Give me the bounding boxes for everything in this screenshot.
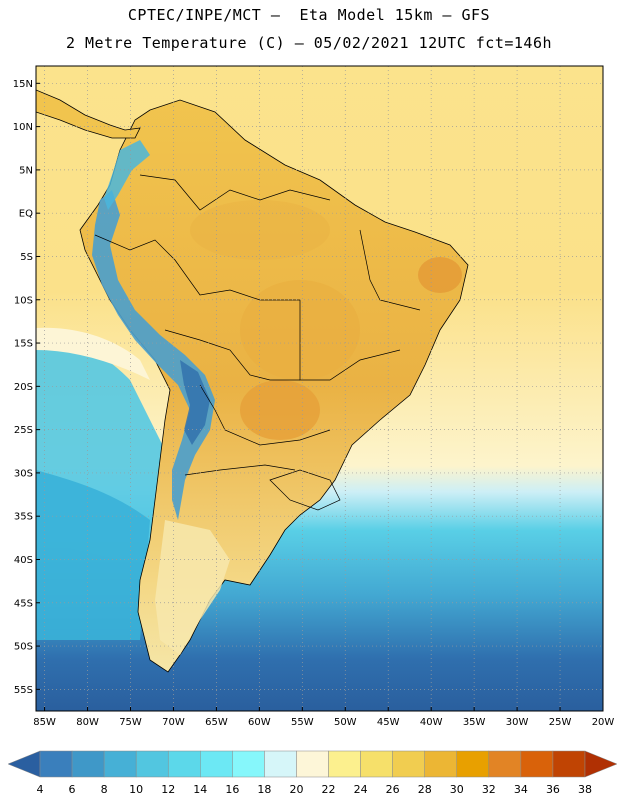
lat-label: 5S [20,252,33,263]
colorbar-swatch [135,750,169,778]
lon-label: 55W [291,717,314,728]
colorbar-swatch [103,750,137,778]
colorbar-tick-label: 30 [450,783,464,796]
lon-label: 45W [377,717,400,728]
lon-label: 80W [76,717,99,728]
colorbar-swatches [7,750,618,778]
latitude-labels: 15N 10N 5N EQ 5S 10S 15S 20S 25S 30S 35S 40S 45S 50S 5… [13,79,40,696]
lat-label: 40S [14,555,33,566]
colorbar-swatch [200,750,233,778]
colorbar-tick-label: 34 [514,783,528,796]
colorbar-tick-label: 8 [101,783,108,796]
colorbar-swatch [71,750,105,778]
lon-label: 40W [420,717,443,728]
colorbar-swatch [360,750,393,778]
colorbar-swatch [39,750,73,778]
colorbar-arrow-low [7,750,41,778]
lon-label: 25W [549,717,572,728]
lon-label: 30W [506,717,529,728]
lon-label: 75W [119,717,142,728]
lat-label: 30S [14,468,33,479]
colorbar-tick-label: 4 [37,783,44,796]
central-america-land [36,89,141,139]
lat-label: 10N [13,122,33,133]
lat-label: 20S [14,382,33,393]
lon-label: 85W [33,717,56,728]
lat-label: 35S [14,512,33,523]
colorbar-swatch [328,750,361,778]
colorbar-tick-label: 16 [225,783,239,796]
patagonia-cool [155,520,230,655]
map-frame [35,65,604,712]
colorbar-swatch [552,750,586,778]
colorbar-tick-label: 22 [322,783,336,796]
colorbar-tick-label: 24 [354,783,368,796]
lat-label: 15S [14,339,33,350]
colorbar-swatch [488,750,522,778]
colorbar-tick-label: 28 [418,783,432,796]
colorbar-tick-label: 6 [69,783,76,796]
lat-label: EQ [19,209,33,220]
lat-label: 10S [14,295,33,306]
colorbar-tick-label: 10 [129,783,143,796]
hot-patch-chaco [240,380,320,440]
colorbar-swatch [167,750,201,778]
longitude-labels: 85W 80W 75W 70W 65W 60W 55W 50W 45W 40W 35W 30W 25W 2… [33,707,614,728]
colorbar-tick-label: 36 [546,783,560,796]
country-borders [94,174,421,511]
lat-label: 50S [14,642,33,653]
colorbar-tick-labels: 4 6 8 10 12 14 16 18 20 22 24 26 28 30 32 34 36 38 [37,783,593,796]
hot-patch-northeast [418,257,462,293]
hot-patch-amazon [190,200,330,260]
colorbar-tick-label: 12 [161,783,175,796]
map-title-line1: CPTEC/INPE/MCT – Eta Model 15km – GFS [127,6,491,24]
lat-label: 5N [19,165,33,176]
lon-label: 20W [592,717,615,728]
colombia-andes-strip [104,140,150,210]
colorbar-arrow-high [584,750,618,778]
lat-label: 55S [14,685,33,696]
lon-label: 60W [248,717,271,728]
colorbar-tick-label: 32 [482,783,496,796]
colorbar-swatch [456,750,490,778]
lon-label: 35W [463,717,486,728]
lon-label: 50W [334,717,357,728]
colorbar-tick-label: 20 [289,783,303,796]
andes-cold-core [180,360,210,445]
colorbar-tick-label: 38 [578,783,592,796]
pacific-cream-band [36,327,150,380]
lon-label: 65W [205,717,228,728]
colorbar-tick-label: 18 [257,783,271,796]
colorbar: 4 6 8 10 12 14 16 18 20 22 24 26 28 30 32 34 36 38 [7,750,618,796]
pacific-cold-region [36,470,150,640]
map-title-line2: 2 Metre Temperature (C) – 05/02/2021 12U… [65,34,553,52]
colorbar-swatch [392,750,425,778]
colorbar-swatch [520,750,554,778]
colorbar-tick-label: 14 [193,783,207,796]
lat-label: 15N [13,79,33,90]
lon-label: 70W [162,717,185,728]
colorbar-swatch [296,750,329,778]
colorbar-swatch [424,750,458,778]
lat-label: 45S [14,598,33,609]
colorbar-tick-label: 26 [386,783,400,796]
colorbar-swatch [264,750,297,778]
lat-label: 25S [14,425,33,436]
andes-cold-strip [92,190,215,520]
graticule [36,66,604,711]
colorbar-swatch [232,750,265,778]
